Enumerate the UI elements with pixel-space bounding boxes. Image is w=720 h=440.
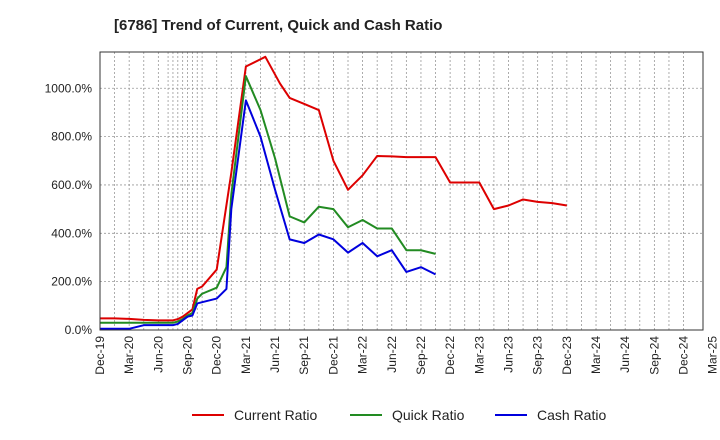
- x-tick-label: Sep-22: [414, 336, 428, 375]
- x-tick-label: Sep-21: [297, 336, 311, 375]
- x-tick-label: Jun-24: [618, 336, 632, 373]
- x-tick-label: Jun-20: [151, 336, 165, 373]
- x-tick-label: Sep-24: [647, 336, 661, 375]
- x-tick-label: Mar-24: [589, 336, 603, 374]
- x-tick-label: Mar-21: [239, 336, 253, 374]
- x-tick-label: Mar-20: [122, 336, 136, 374]
- y-tick-label: 600.0%: [51, 178, 92, 192]
- cash-ratio-line: [100, 99, 436, 330]
- x-tick-label: Dec-21: [326, 336, 340, 375]
- plot-area: [100, 52, 703, 330]
- x-tick-label: Jun-22: [385, 336, 399, 373]
- x-tick-label: Dec-22: [443, 336, 457, 375]
- x-tick-label: Mar-22: [356, 336, 370, 374]
- chart-title: [6786] Trend of Current, Quick and Cash …: [114, 17, 442, 34]
- y-tick-label: 1000.0%: [45, 81, 93, 95]
- x-tick-label: Dec-19: [93, 336, 107, 375]
- x-tick-label: Mar-23: [472, 336, 486, 374]
- y-tick-label: 200.0%: [51, 275, 92, 289]
- x-tick-label: Sep-20: [181, 336, 195, 375]
- x-tick-label: Sep-23: [531, 336, 545, 375]
- x-tick-label: Mar-25: [706, 336, 720, 374]
- x-tick-label: Dec-23: [560, 336, 574, 375]
- plot-frame: [99, 51, 704, 331]
- cash-ratio-legend-label: Cash Ratio: [537, 407, 606, 423]
- quick-ratio-legend-label: Quick Ratio: [392, 407, 465, 423]
- x-tick-labels: Dec-19 Mar-20 Jun-20 Sep-20 Dec-20 Mar-21 Jun-…: [93, 336, 720, 375]
- x-tick-label: Jun-21: [268, 336, 282, 373]
- x-tick-label: Jun-23: [501, 336, 515, 373]
- y-tick-label: 400.0%: [51, 226, 92, 240]
- current-ratio-legend-label: Current Ratio: [234, 407, 317, 423]
- y-tick-label: 800.0%: [51, 130, 92, 144]
- quick-ratio-line: [100, 75, 436, 324]
- x-tick-label: Dec-24: [677, 336, 691, 375]
- x-tick-label: Dec-20: [210, 336, 224, 375]
- plot-background: [100, 52, 703, 330]
- series-lines: [100, 55, 568, 330]
- y-tick-label: 0.0%: [65, 323, 93, 337]
- current-ratio-line: [100, 55, 568, 322]
- axes: [99, 51, 704, 331]
- legend: Current Ratio Quick Ratio Cash Ratio: [192, 407, 606, 423]
- y-tick-labels: 0.0% 200.0% 400.0% 600.0% 800.0% 1000.0%: [45, 81, 93, 337]
